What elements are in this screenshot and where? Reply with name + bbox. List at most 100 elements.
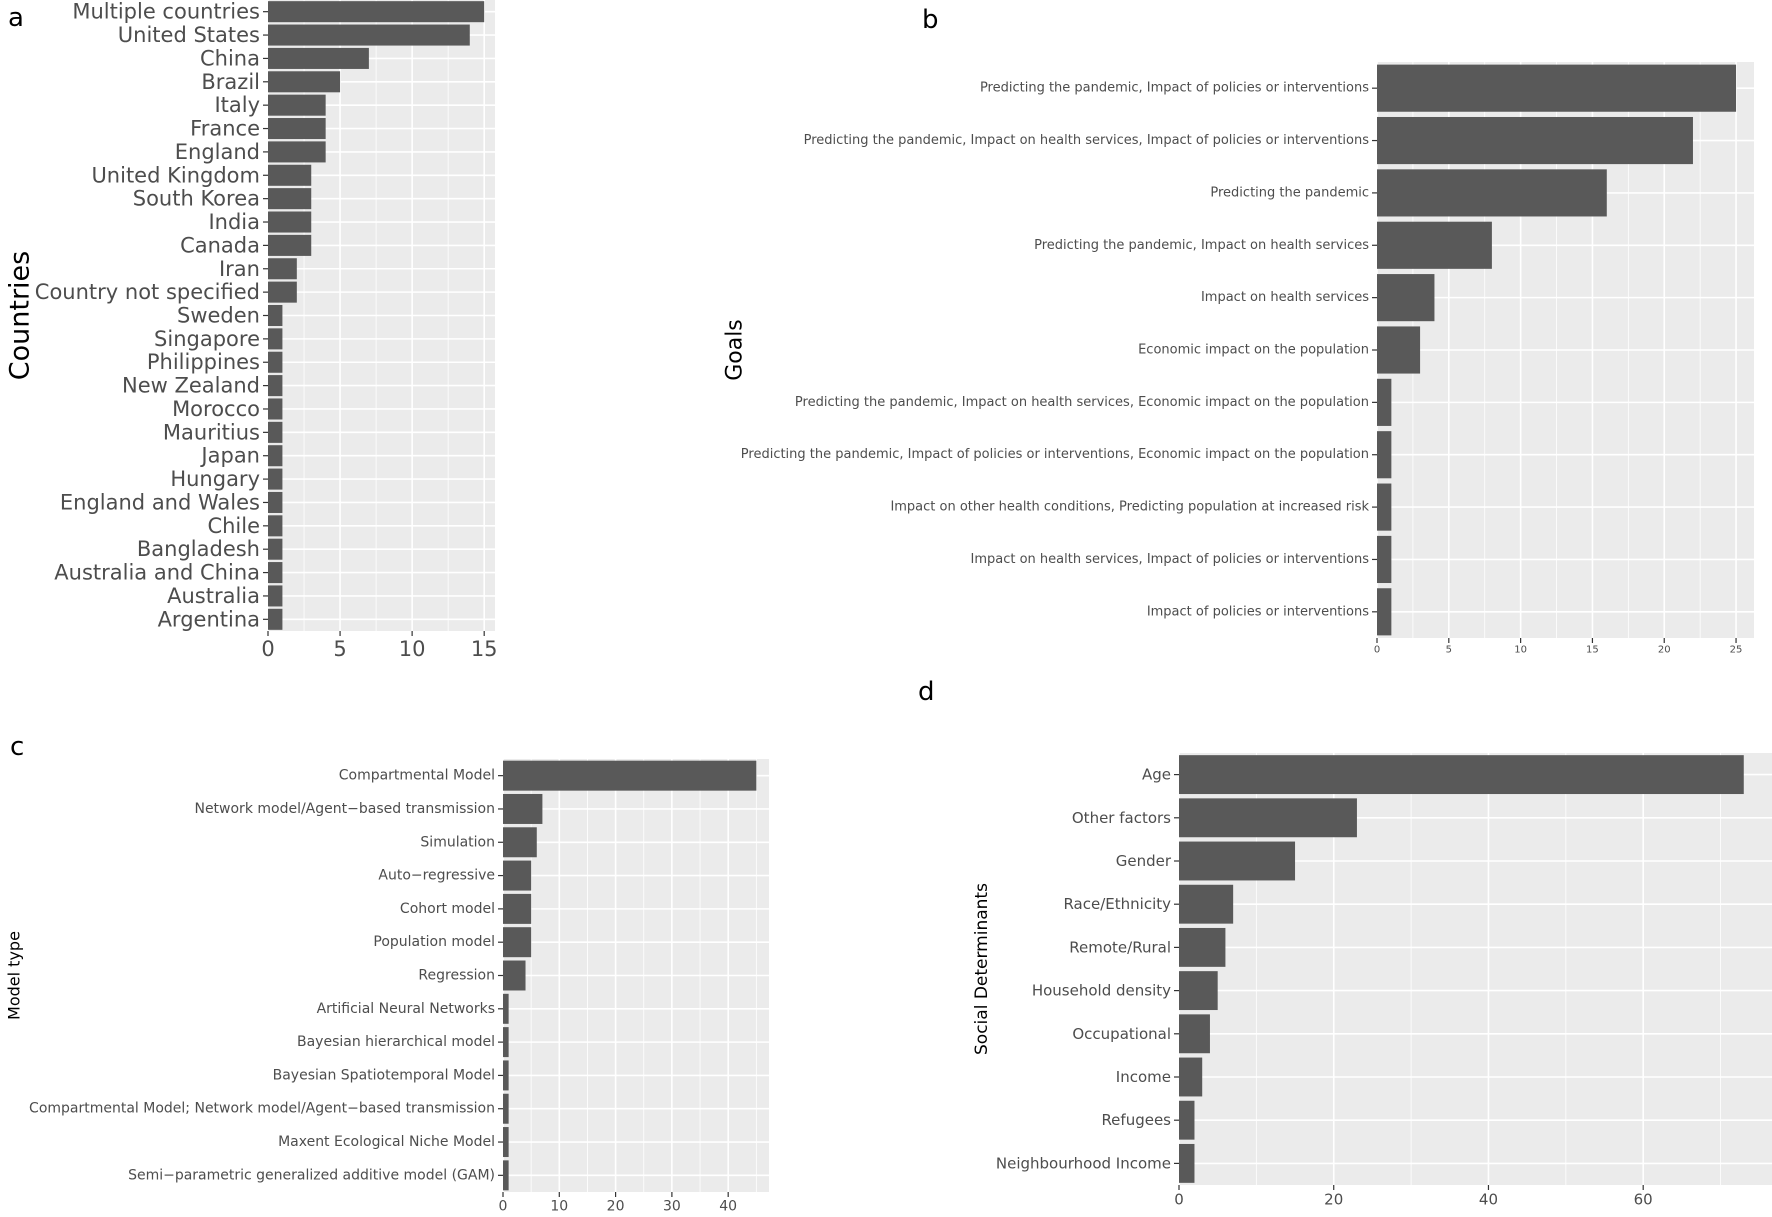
panel-a-bar <box>268 398 283 420</box>
panel-a-bar <box>268 562 283 584</box>
panel-c-x-tick-label: 20 <box>607 1198 625 1214</box>
panel-b-category-label: Predicting the pandemic <box>1210 185 1369 200</box>
panel-d-category-label: Household density <box>1032 982 1171 1000</box>
panel-d-bar <box>1179 1100 1195 1140</box>
panel-c-bar <box>503 760 757 791</box>
panel-c-category-label: Compartmental Model; Network model/Agent… <box>29 1101 495 1117</box>
panel-c-category-label: Network model/Agent−based transmission <box>194 801 495 817</box>
panel-a-bar <box>268 468 283 490</box>
panel-b-category-label: Impact on health services <box>1201 290 1369 305</box>
panel-a-category-label: United Kingdom <box>91 163 260 187</box>
panel-b-category-label: Impact on health services, Impact of pol… <box>971 552 1370 567</box>
panel-a-category-label: China <box>200 46 260 70</box>
panel-a-bar <box>268 141 326 163</box>
panel-b-x-tick-label: 15 <box>1586 645 1599 656</box>
panel-c-x-tick-label: 0 <box>499 1198 508 1214</box>
panel-a-bar <box>268 304 283 327</box>
panel-b-bar <box>1377 169 1607 217</box>
panel-a-bar <box>268 164 312 186</box>
panel-c-bar <box>503 793 543 824</box>
panel-a-category-label: India <box>208 210 260 234</box>
panel-c-y-axis-title: Model type <box>5 931 24 1020</box>
panel-d-category-label: Neighbourhood Income <box>996 1154 1171 1172</box>
panel-b-category-label: Predicting the pandemic, Impact of polic… <box>741 447 1369 462</box>
panel-a-bar <box>268 421 283 443</box>
panel-c-bar <box>503 1027 509 1058</box>
panel-c-category-label: Simulation <box>420 834 495 850</box>
panel-c-category-label: Maxent Ecological Niche Model <box>278 1134 495 1150</box>
panel-c-bar <box>503 927 532 958</box>
panel-c-bar <box>503 1127 509 1158</box>
panel-b-y-axis-title: Goals <box>723 319 748 381</box>
panel-b-bar <box>1377 326 1421 374</box>
panel-d-category-label: Gender <box>1116 852 1172 870</box>
panel-a-bar <box>268 47 369 69</box>
panel-letter-d: d <box>918 677 935 707</box>
panel-d-bar <box>1179 884 1234 924</box>
panel-b-category-label: Predicting the pandemic, Impact of polic… <box>980 81 1369 96</box>
panel-b-x-tick-label: 10 <box>1514 645 1527 656</box>
panel-c-bar <box>503 860 532 891</box>
panel-a-category-label: England <box>175 140 260 164</box>
panel-c-bar <box>503 827 537 858</box>
panel-a-category-label: Morocco <box>172 397 260 421</box>
panel-c-bar <box>503 993 509 1024</box>
panel-b-bar <box>1377 588 1392 636</box>
panel-a-bar <box>268 211 312 233</box>
panel-a-bar <box>268 351 283 373</box>
panel-b-category-label: Impact on other health conditions, Predi… <box>890 500 1369 515</box>
panel-a-category-label: Brazil <box>201 70 260 94</box>
panel-a-bar <box>268 1 485 23</box>
panel-d-bar <box>1179 755 1744 795</box>
panel-b-x-tick-label: 25 <box>1730 645 1743 656</box>
panel-a-category-label: France <box>190 117 260 141</box>
panel-a-category-label: England and Wales <box>60 490 260 514</box>
panel-a-category-label: Australia <box>167 584 260 608</box>
panel-a-bar <box>268 118 326 140</box>
panel-a-bar <box>268 515 283 537</box>
panel-d-x-tick-label: 0 <box>1174 1190 1184 1208</box>
panel-a-category-label: Sweden <box>177 304 260 328</box>
panel-b-x-tick-label: 20 <box>1658 645 1671 656</box>
panel-d-bar <box>1179 927 1226 967</box>
panel-c-bar <box>503 1060 509 1091</box>
panel-b-bar <box>1377 535 1392 584</box>
panel-a-category-label: Canada <box>180 233 260 257</box>
panel-d-category-label: Race/Ethnicity <box>1063 895 1171 913</box>
panel-b-bar <box>1377 483 1392 531</box>
panel-a-category-label: Hungary <box>170 467 260 491</box>
panel-a-category-label: New Zealand <box>122 374 260 398</box>
panel-a-bar <box>268 188 312 210</box>
panel-c-category-label: Artificial Neural Networks <box>317 1001 495 1017</box>
panel-d-bar <box>1179 1014 1210 1054</box>
panel-a-bar <box>268 445 283 467</box>
panel-b-bar <box>1377 116 1693 165</box>
panel-b-x-tick-label: 0 <box>1374 645 1380 656</box>
panel-b-bar <box>1377 274 1435 322</box>
panel-d-bar <box>1179 841 1296 881</box>
panel-a-bar <box>268 608 283 630</box>
panel-a-category-label: Mauritius <box>163 420 260 444</box>
chart-model-type: Compartmental Model Network model/Agent−b… <box>5 759 769 1214</box>
panel-a-category-label: Italy <box>214 93 260 117</box>
panel-letter-a: a <box>8 3 24 33</box>
panel-a-bar <box>268 585 283 607</box>
panel-a-category-label: Bangladesh <box>137 537 260 561</box>
panel-d-x-tick-label: 40 <box>1479 1190 1498 1208</box>
panel-d-category-label: Remote/Rural <box>1069 938 1171 956</box>
panel-b-category-label: Predicting the pandemic, Impact on healt… <box>804 133 1370 148</box>
panel-a-category-label: Country not specified <box>35 280 260 304</box>
panel-c-category-label: Bayesian hierarchical model <box>297 1034 495 1050</box>
panel-c-bar <box>503 1160 509 1191</box>
panel-b-category-label: Predicting the pandemic, Impact on healt… <box>1034 238 1369 253</box>
panel-c-category-label: Bayesian Spatiotemporal Model <box>273 1067 495 1083</box>
panel-a-category-label: United States <box>118 23 260 47</box>
panel-b-bar <box>1377 378 1392 426</box>
panel-c-bar <box>503 893 532 924</box>
panel-a-category-label: Philippines <box>147 350 260 374</box>
chart-goals: Predicting the pandemic, Impact of polic… <box>723 62 1754 656</box>
panel-a-bar <box>268 281 297 303</box>
panel-c-category-label: Regression <box>418 968 495 984</box>
